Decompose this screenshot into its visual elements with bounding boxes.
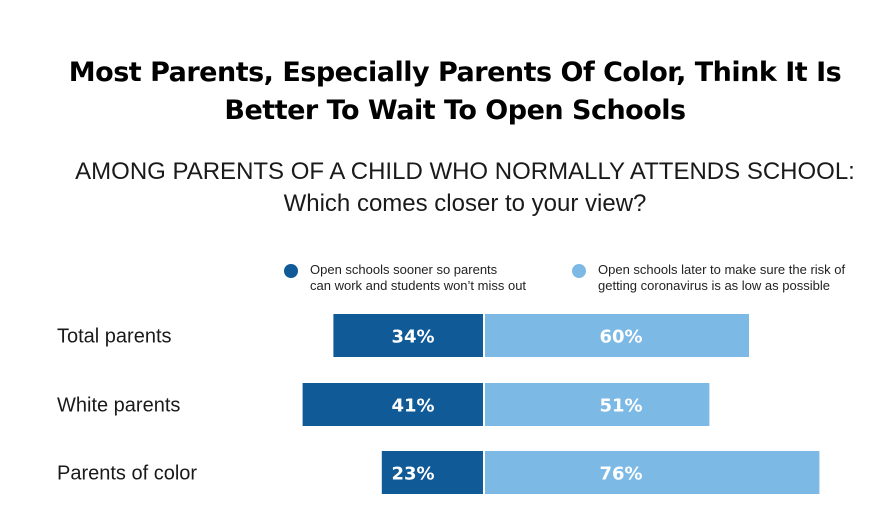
data-label-sooner: 41% [391, 396, 434, 417]
legend-label-sooner-line2: can work and students won’t miss out [310, 278, 527, 293]
subtitle-line-2: Which comes closer to your view? [283, 190, 647, 217]
legend-swatch-later [572, 264, 586, 278]
legend-label-later: Open schools later to make sure the risk… [598, 262, 845, 294]
bar-later [485, 451, 820, 494]
bar-sooner [333, 314, 483, 357]
legend-label-sooner-line1: Open schools sooner so parents [310, 262, 498, 277]
bar-later [485, 314, 749, 357]
legend-label-later-line1: Open schools later to make sure the risk… [598, 262, 846, 277]
chart-subtitle: AMONG PARENTS OF A CHILD WHO NORMALLY AT… [40, 156, 890, 220]
legend-label-sooner: Open schools sooner so parents can work … [310, 262, 526, 294]
data-label-later: 76% [599, 464, 642, 485]
category-label: Total parents [57, 326, 172, 348]
subtitle-line-1: AMONG PARENTS OF A CHILD WHO NORMALLY AT… [75, 158, 855, 185]
legend-item-sooner: Open schools sooner so parents can work … [284, 262, 554, 294]
data-label-sooner: 34% [391, 327, 434, 348]
data-label-later: 60% [599, 327, 642, 348]
bar-sooner [381, 451, 483, 494]
bar-sooner [302, 383, 483, 426]
data-label-later: 51% [599, 396, 642, 417]
legend-item-later: Open schools later to make sure the risk… [572, 262, 882, 294]
category-label: Parents of color [57, 463, 197, 485]
legend-label-later-line2: getting coronavirus is as low as possibl… [598, 278, 830, 293]
category-label: White parents [57, 395, 180, 417]
data-label-sooner: 23% [391, 464, 434, 485]
legend-swatch-sooner [284, 264, 298, 278]
bar-later [485, 383, 710, 426]
chart-title: Most Parents, Especially Parents Of Colo… [68, 57, 842, 126]
